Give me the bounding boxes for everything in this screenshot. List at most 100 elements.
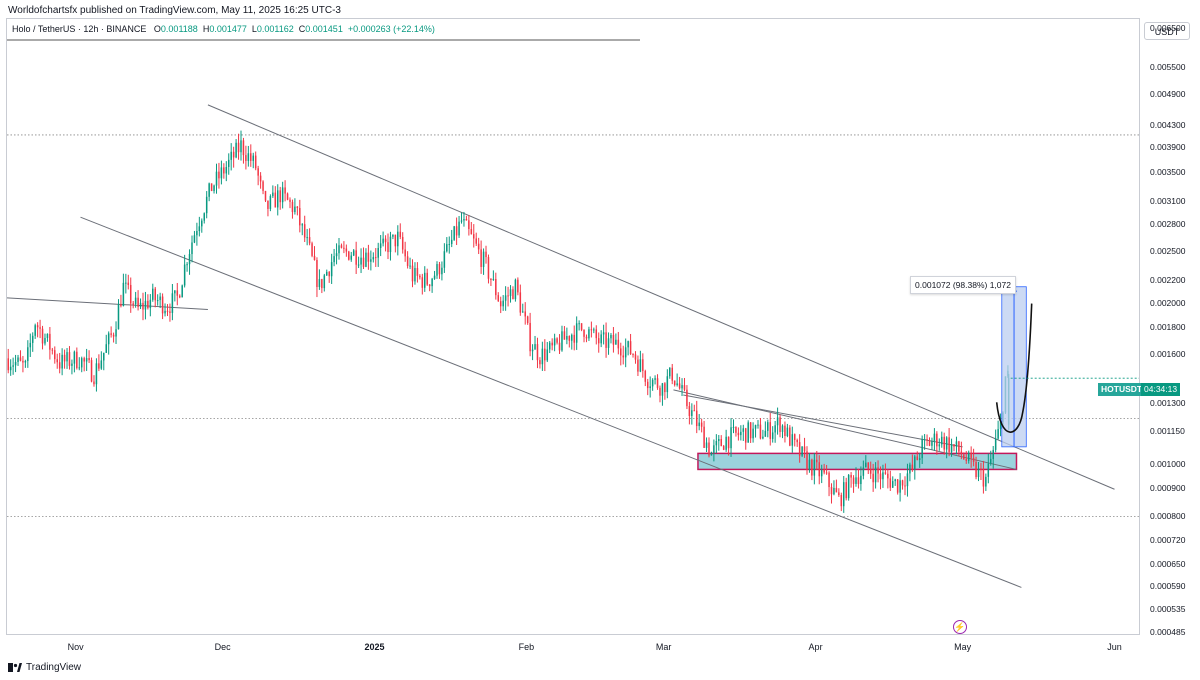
time-axis-label: 2025 <box>364 642 385 652</box>
candle-body <box>487 257 490 279</box>
candle-body <box>928 440 931 446</box>
candle-body <box>147 300 149 309</box>
price-axis-label: 0.001150 <box>1150 426 1185 437</box>
candle-body <box>862 467 865 476</box>
legend-high: 0.001477 <box>209 24 247 34</box>
candle-body <box>397 231 399 247</box>
candle-body <box>901 480 904 486</box>
candle-body <box>823 469 825 473</box>
candle-body <box>833 487 835 495</box>
candle-body <box>377 247 379 258</box>
tradingview-logo[interactable]: TradingView <box>8 662 81 673</box>
candle-body <box>767 422 769 431</box>
candle-body <box>105 344 107 353</box>
candle-body <box>68 352 71 366</box>
price-axis-label: 0.003900 <box>1150 142 1186 153</box>
candle-body <box>272 192 274 197</box>
candle-body <box>453 226 455 240</box>
candle-body <box>808 459 811 470</box>
candle-body <box>999 422 1002 430</box>
price-axis-label: 0.000650 <box>1150 558 1186 569</box>
candle-body <box>703 426 705 448</box>
candle-body <box>835 487 838 493</box>
candle-body <box>232 151 235 158</box>
legend-close-label: C <box>298 24 306 34</box>
candle-body <box>568 336 571 341</box>
candle-body <box>404 249 406 257</box>
candle-body <box>774 425 776 433</box>
candle-body <box>387 242 389 253</box>
currency-button[interactable]: USDT <box>1144 22 1190 40</box>
candle-body <box>110 333 112 335</box>
candle-body <box>575 323 578 343</box>
brand-name: TradingView <box>26 662 82 673</box>
candle-body <box>735 426 737 433</box>
candle-body <box>90 360 93 382</box>
candle-body <box>933 433 936 442</box>
candle-body <box>617 339 620 349</box>
price-axis-label: 0.001000 <box>1150 458 1186 469</box>
candle-body <box>330 262 333 277</box>
candle-body <box>237 142 240 153</box>
price-axis-label: 0.001300 <box>1150 397 1186 408</box>
candle-body <box>242 140 245 156</box>
candle-body <box>879 473 882 480</box>
candle-body <box>311 243 313 256</box>
candle-body <box>477 243 480 250</box>
candle-body <box>671 367 673 381</box>
candle-body <box>318 279 321 288</box>
price-axis-label: 0.000590 <box>1150 581 1186 592</box>
candle-body <box>874 467 877 483</box>
candle-body <box>468 220 470 230</box>
candle-body <box>566 336 568 340</box>
lightning-icon[interactable]: ⚡ <box>953 620 967 634</box>
candle-body <box>649 386 651 389</box>
candle-body <box>784 425 786 436</box>
candle-body <box>926 439 928 441</box>
candle-body <box>438 264 441 275</box>
candle-body <box>384 238 387 243</box>
candle-body <box>372 257 375 260</box>
candle-body <box>779 417 781 432</box>
candle-body <box>722 446 725 450</box>
candle-body <box>578 323 580 325</box>
candle-body <box>357 264 360 266</box>
candle-body <box>367 252 370 262</box>
candle-body <box>303 224 306 238</box>
candle-body <box>651 379 654 387</box>
candle-body <box>546 349 549 361</box>
candle-body <box>752 428 754 439</box>
candle-body <box>56 359 58 363</box>
candle-body <box>107 333 110 345</box>
candle-body <box>889 478 892 488</box>
candle-body <box>365 252 367 267</box>
candle-body <box>605 332 607 348</box>
candle-body <box>323 275 326 289</box>
candle-body <box>727 436 730 449</box>
chart-pane[interactable] <box>6 18 1140 635</box>
candle-body <box>399 231 402 237</box>
candle-body <box>215 171 218 186</box>
candle-body <box>80 358 83 368</box>
candle-body <box>36 325 39 328</box>
legend-high-label: H <box>202 24 210 34</box>
candle-body <box>286 193 289 200</box>
candle-body <box>245 155 247 161</box>
candle-body <box>945 437 948 450</box>
candle-body <box>473 234 475 239</box>
price-axis-label: 0.004900 <box>1150 89 1186 100</box>
candle-body <box>88 358 90 361</box>
candle-body <box>840 494 843 507</box>
candle-body <box>793 434 796 440</box>
candle-body <box>820 469 823 477</box>
candle-body <box>115 329 117 337</box>
candle-body <box>509 289 512 296</box>
candle-body <box>860 475 862 485</box>
candle-body <box>127 282 130 285</box>
candle-body <box>421 277 424 288</box>
candle-body <box>178 295 181 298</box>
candle-body <box>715 441 718 446</box>
candle-body <box>615 339 617 345</box>
time-axis-label: Nov <box>67 642 84 652</box>
